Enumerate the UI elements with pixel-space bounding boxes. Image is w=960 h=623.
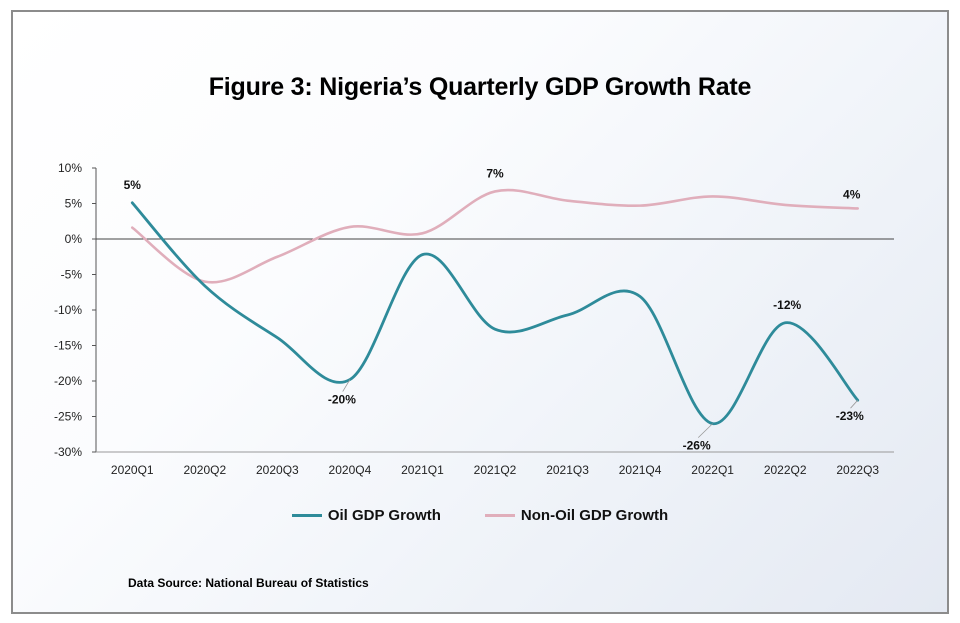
legend-swatch-non-oil	[484, 514, 515, 517]
data-label-non-oil: 7%	[486, 166, 504, 180]
data-label-leader	[342, 379, 351, 392]
data-source-note: Data Source: National Bureau of Statisti…	[128, 576, 369, 590]
x-tick-label: 2021Q1	[401, 463, 444, 477]
x-tick-label: 2022Q3	[836, 463, 879, 477]
data-label-oil: 5%	[124, 178, 142, 192]
data-label-leader	[850, 399, 859, 409]
y-tick-label: -20%	[54, 374, 82, 388]
chart-title: Figure 3: Nigeria’s Quarterly GDP Growth…	[208, 73, 752, 101]
y-tick-label: 0%	[65, 232, 83, 246]
y-tick-label: -10%	[54, 303, 82, 317]
x-tick-label: 2021Q2	[474, 463, 517, 477]
series-line-non-oil	[130, 188, 860, 284]
x-tick-label: 2020Q3	[256, 463, 299, 477]
y-tick-label: -15%	[54, 339, 82, 353]
x-tick-label: 2022Q2	[764, 463, 807, 477]
legend-item-oil: Oil GDP Growth	[291, 507, 441, 524]
y-tick-label: -30%	[54, 445, 82, 459]
data-label-oil: -20%	[328, 393, 356, 407]
x-tick-label: 2020Q4	[329, 463, 372, 477]
legend-label-non-oil: Non-Oil GDP Growth	[520, 507, 669, 524]
y-tick-label: 5%	[65, 197, 83, 211]
legend-label-oil: Oil GDP Growth	[327, 507, 441, 524]
series-line-oil	[130, 201, 860, 425]
data-label-non-oil: 4%	[843, 187, 861, 201]
data-label-oil: -23%	[836, 409, 864, 423]
data-label-oil: -26%	[683, 439, 711, 453]
legend-item-non-oil: Non-Oil GDP Growth	[484, 507, 669, 524]
y-tick-label: -25%	[54, 410, 82, 424]
y-tick-label: 10%	[58, 161, 82, 175]
x-tick-label: 2020Q2	[183, 463, 226, 477]
y-tick-label: -5%	[61, 268, 83, 282]
data-label-oil: -12%	[773, 298, 801, 312]
chart-frame	[11, 10, 949, 614]
legend-swatch-oil	[291, 514, 322, 517]
legend: Oil GDP Growth Non-Oil GDP Growth	[0, 507, 960, 524]
data-label-leader	[697, 423, 713, 438]
x-tick-label: 2022Q1	[691, 463, 734, 477]
x-tick-label: 2020Q1	[111, 463, 154, 477]
x-tick-label: 2021Q4	[619, 463, 662, 477]
x-tick-label: 2021Q3	[546, 463, 589, 477]
